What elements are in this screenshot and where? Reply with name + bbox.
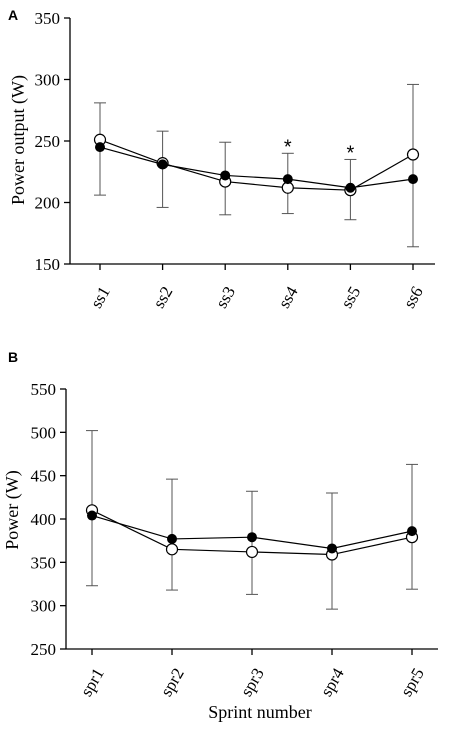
panel-a-y-tick-label: 300 [35,71,61,90]
panel-b-x-tick-label: spr1 [77,665,108,700]
panel-b-y-tick-label: 500 [31,423,57,442]
panel-b-point-filled [247,532,257,543]
panel-a: A Power output (W) 150 200 250 300 350 ss1 ss2… [8,7,435,311]
panel-a-y-tick-label: 350 [35,9,61,28]
panel-b-point-filled [407,526,417,537]
panel-a-y-tick-label: 150 [35,255,61,274]
panel-a-x-tick-label: ss1 [87,283,114,311]
panel-b-y-tick-label: 250 [31,640,57,659]
panel-a-x-tick-label: ss3 [212,283,239,311]
panel-a-point-filled [157,159,168,170]
panel-a-point-filled [408,174,418,185]
panel-a-series-filled-line [99,146,414,189]
panel-a-series-open-line [99,139,414,191]
panel-b-y-tick-label: 400 [31,510,57,529]
panel-a-x-tick-label: ss5 [337,283,364,311]
panel-a-point-filled [345,182,356,193]
panel-b-y-tick-label: 300 [31,597,57,616]
panel-b-y-tick-label: 450 [31,467,57,486]
panel-b-y-tick-label: 550 [31,380,57,399]
panel-b-y-axis-label: Power (W) [2,470,23,549]
panel-a-y-tick-label: 200 [35,194,61,213]
panel-a-point-filled [95,142,105,153]
panel-b-point-filled [87,510,97,521]
panel-b-x-tick-label: spr5 [397,665,428,700]
panel-a-significance-star: * [284,136,292,158]
panel-b-letter: B [8,349,18,365]
panel-a-y-tick-label: 250 [35,132,61,151]
panel-a-x-tick-label: ss6 [400,283,427,311]
panel-b-x-tick-label: spr3 [237,665,268,700]
panel-b-y-tick-label: 350 [31,553,57,572]
panel-a-y-axis-label: Power output (W) [8,75,29,205]
panel-a-point-filled [282,174,293,185]
panel-b-point-filled [327,543,337,554]
panel-a-letter: A [8,7,18,23]
panel-b-point-open [165,543,179,556]
panel-a-point-open [406,148,420,161]
panel-b-point-open [245,545,259,559]
panel-a-significance-star: * [347,142,355,164]
panel-b-x-tick-label: spr4 [317,664,348,699]
panel-b-x-axis-label: Sprint number [208,702,312,722]
panel-a-point-filled [220,170,231,181]
panel-a-x-tick-label: ss4 [274,283,302,312]
panel-b-x-tick-label: spr2 [157,665,188,700]
panel-a-x-tick-label: ss2 [149,283,176,311]
panel-b-point-filled [167,533,177,544]
panel-b: B Power (W) Sprint number 250 300 350 400 45… [2,349,438,722]
